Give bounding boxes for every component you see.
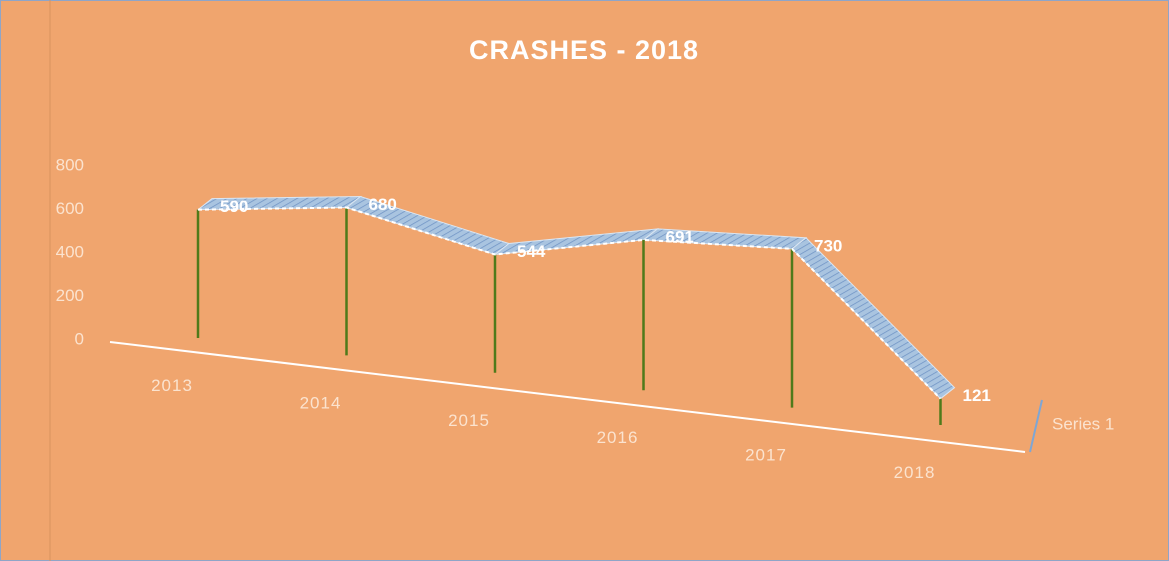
y-tick-label: 400 [56,242,84,261]
chart-title: CRASHES - 2018 [469,35,699,65]
y-tick-label: 200 [56,286,84,305]
x-tick-label: 2017 [745,446,787,465]
x-tick-label: 2014 [300,393,342,412]
x-tick-label: 2016 [597,428,639,447]
x-axis-line [109,341,1026,453]
x-tick-label: 2013 [151,376,193,395]
legend-label: Series 1 [1052,414,1114,433]
legend-swatch [1029,399,1043,453]
data-label: 691 [666,227,694,246]
data-label: 730 [814,236,842,255]
y-tick-label: 600 [56,199,84,218]
y-tick-label: 800 [56,155,84,174]
data-label: 680 [369,195,397,214]
x-tick-label: 2015 [448,411,490,430]
x-tick-label: 2018 [894,463,936,482]
series-line [197,206,942,400]
data-label: 121 [963,386,991,405]
data-label: 544 [517,242,546,261]
plot-area: 0 200 400 600 800 590 680 544 691 730 121 2013 2014 2… [56,155,991,482]
data-label: 590 [220,197,248,216]
y-tick-label: 0 [75,329,84,348]
